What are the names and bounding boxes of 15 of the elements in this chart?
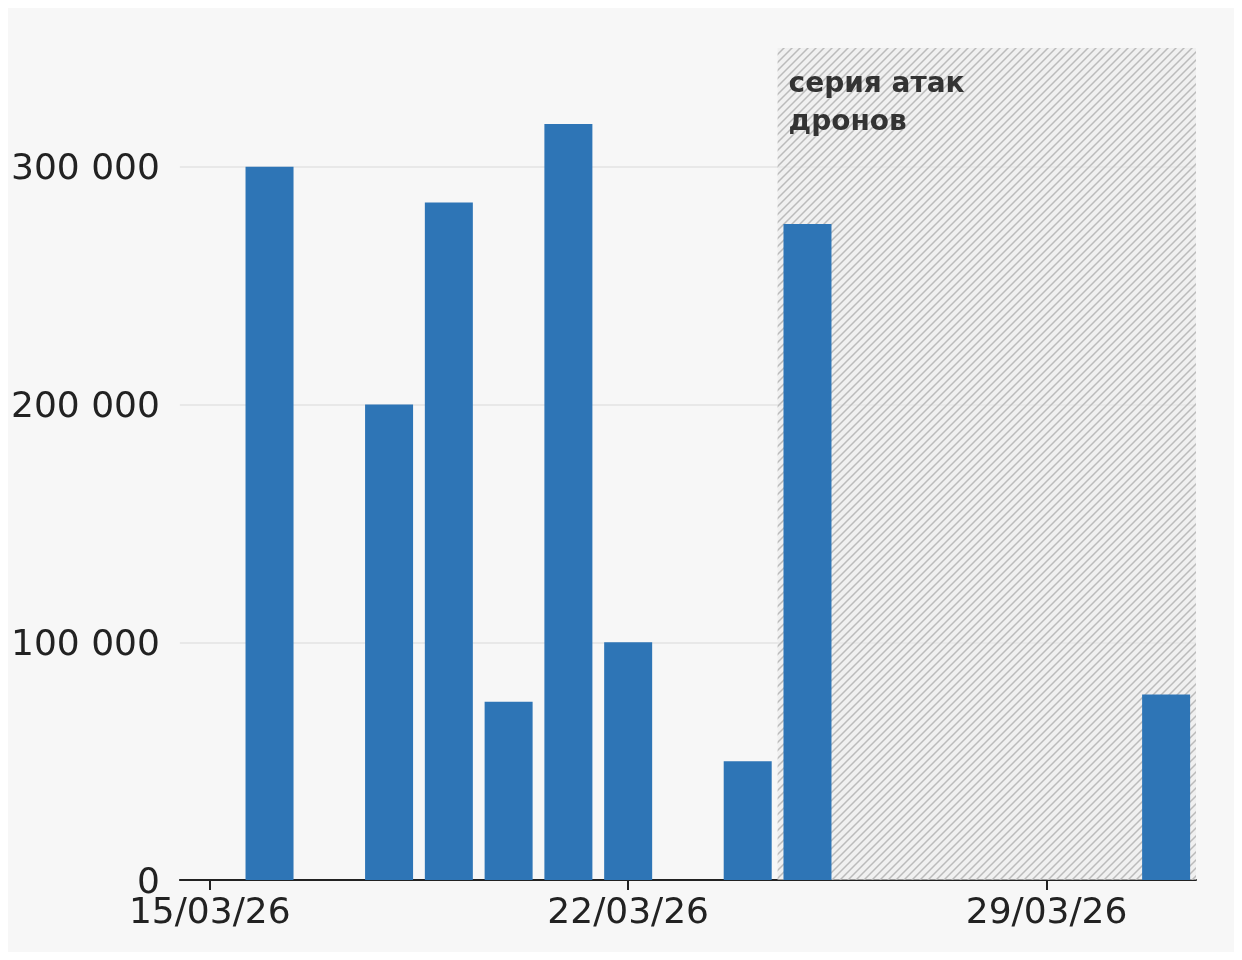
bar	[245, 166, 294, 880]
bar	[783, 223, 832, 880]
y-tick-label: 100 000	[10, 621, 160, 663]
x-tick-label: 29/03/26	[965, 889, 1128, 931]
bar	[365, 404, 414, 880]
bar	[484, 701, 533, 880]
band-label: серия атак дронов	[788, 65, 965, 137]
bar	[604, 642, 653, 880]
bar	[723, 761, 772, 880]
bar	[424, 202, 473, 880]
y-tick-label: 200 000	[10, 384, 160, 426]
bar	[544, 124, 593, 880]
bar	[1142, 694, 1191, 880]
x-tick-label: 22/03/26	[547, 889, 710, 931]
y-tick-label: 300 000	[10, 146, 160, 188]
